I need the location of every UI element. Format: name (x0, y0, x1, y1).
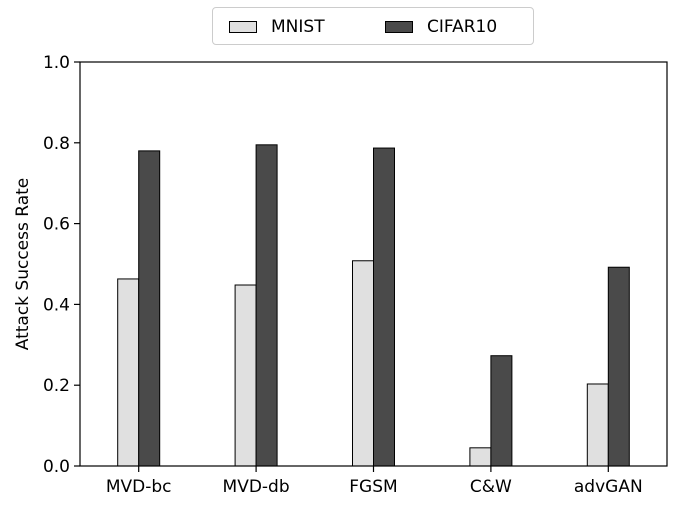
legend-swatch-mnist (229, 21, 257, 33)
bar-cifar10-1 (255, 144, 278, 467)
y-axis: 0.0 0.2 0.4 0.6 0.8 1.0 (43, 53, 80, 477)
x-axis: MVD-bc MVD-db FGSM C&W advGAN (106, 466, 643, 497)
bar-cifar10-0 (138, 150, 161, 467)
y-tick-label: 0.4 (43, 295, 70, 315)
y-tick-label: 1.0 (43, 53, 70, 73)
x-tick-label: C&W (470, 477, 512, 497)
y-tick-label: 0.6 (43, 215, 70, 235)
legend-swatch-cifar10 (385, 21, 413, 33)
x-tick-label: advGAN (574, 477, 643, 497)
legend-label-mnist: MNIST (271, 17, 325, 37)
x-tick-label: MVD-bc (106, 477, 172, 497)
y-axis-title: Attack Success Rate (13, 178, 33, 351)
x-tick-label: MVD-db (223, 477, 290, 497)
legend-item-mnist: MNIST (229, 8, 325, 46)
y-tick-label: 0.8 (43, 134, 70, 154)
bar-mnist-2 (352, 260, 374, 467)
legend: MNIST CIFAR10 (212, 7, 534, 45)
legend-item-cifar10: CIFAR10 (385, 8, 497, 46)
bar-cifar10-3 (490, 355, 513, 467)
x-tick-label: FGSM (349, 477, 397, 497)
y-tick-label: 0.0 (43, 457, 70, 477)
bar-cifar10-4 (607, 266, 630, 467)
bar-mnist-0 (117, 278, 140, 467)
bar-mnist-1 (234, 284, 257, 467)
bar-mnist-4 (586, 383, 609, 467)
y-tick-label: 0.2 (43, 376, 70, 396)
bar-cifar10-2 (373, 147, 395, 467)
bar-mnist-3 (469, 447, 492, 467)
bars-layer (117, 144, 630, 467)
legend-label-cifar10: CIFAR10 (427, 17, 498, 37)
